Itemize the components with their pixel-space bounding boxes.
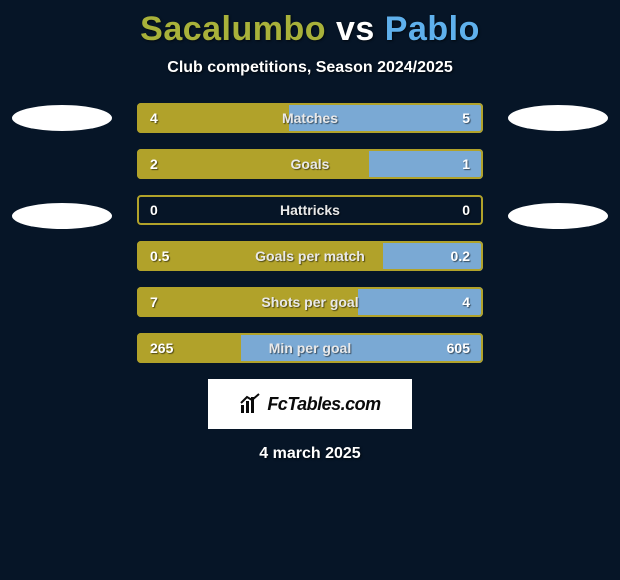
team-badge-left (12, 105, 112, 131)
metric-label: Hattricks (137, 195, 483, 225)
title-player2: Pablo (385, 10, 480, 48)
stat-row: 74Shots per goal (0, 287, 620, 317)
stat-row: 0.50.2Goals per match (0, 241, 620, 271)
metric-label: Goals per match (137, 241, 483, 271)
subtitle: Club competitions, Season 2024/2025 (0, 59, 620, 77)
metric-label: Shots per goal (137, 287, 483, 317)
team-badge-right (508, 105, 608, 131)
title-player1: Sacalumbo (140, 10, 326, 48)
metric-label: Goals (137, 149, 483, 179)
date-label: 4 march 2025 (0, 445, 620, 463)
metric-label: Min per goal (137, 333, 483, 363)
stat-row: 45Matches (0, 103, 620, 133)
stat-row: 265605Min per goal (0, 333, 620, 363)
stat-row: 21Goals (0, 149, 620, 179)
chart-icon (239, 393, 261, 415)
metric-label: Matches (137, 103, 483, 133)
logo-box: FcTables.com (208, 379, 412, 429)
comparison-chart: 45Matches 21Goals 00Hattricks 0.50.2Goals p… (0, 103, 620, 363)
logo-text: FcTables.com (267, 394, 380, 415)
stat-row: 00Hattricks (0, 195, 620, 225)
title-vs: vs (336, 10, 375, 48)
page-title: Sacalumbo vs Pablo (0, 0, 620, 49)
